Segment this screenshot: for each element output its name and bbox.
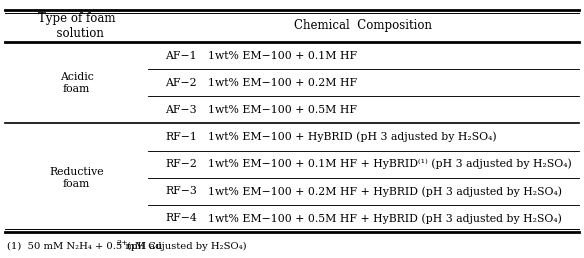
Text: 1wt% EM−100 + 0.2M HF: 1wt% EM−100 + 0.2M HF [208,78,357,88]
Text: RF−3: RF−3 [165,186,197,196]
Text: (1)  50 mM N₂H₄ + 0.5 mM Cu: (1) 50 mM N₂H₄ + 0.5 mM Cu [7,241,162,251]
Text: Acidic
foam: Acidic foam [60,72,93,93]
Text: Type of foam
  solution: Type of foam solution [38,12,115,40]
Text: 1wt% EM−100 + 0.1M HF: 1wt% EM−100 + 0.1M HF [208,51,357,61]
Text: 1wt% EM−100 + HyBRID (pH 3 adjusted by H₂SO₄): 1wt% EM−100 + HyBRID (pH 3 adjusted by H… [208,132,496,142]
Text: AF−1: AF−1 [165,51,197,61]
Text: RF−1: RF−1 [165,132,197,142]
Text: AF−3: AF−3 [165,105,197,115]
Text: 2+: 2+ [116,239,128,247]
Text: 1wt% EM−100 + 0.2M HF + HyBRID (pH 3 adjusted by H₂SO₄): 1wt% EM−100 + 0.2M HF + HyBRID (pH 3 adj… [208,186,562,197]
Text: 1wt% EM−100 + 0.5M HF + HyBRID (pH 3 adjusted by H₂SO₄): 1wt% EM−100 + 0.5M HF + HyBRID (pH 3 adj… [208,213,562,224]
Text: RF−2: RF−2 [165,159,197,169]
Text: (pH adjusted by H₂SO₄): (pH adjusted by H₂SO₄) [124,241,246,251]
Text: AF−2: AF−2 [165,78,197,88]
Text: Reductive
foam: Reductive foam [49,167,104,189]
Text: 1wt% EM−100 + 0.1M HF + HyBRID⁽¹⁾ (pH 3 adjusted by H₂SO₄): 1wt% EM−100 + 0.1M HF + HyBRID⁽¹⁾ (pH 3 … [208,159,572,170]
Text: Chemical  Composition: Chemical Composition [294,20,433,33]
Text: 1wt% EM−100 + 0.5M HF: 1wt% EM−100 + 0.5M HF [208,105,357,115]
Text: RF−4: RF−4 [165,213,197,223]
